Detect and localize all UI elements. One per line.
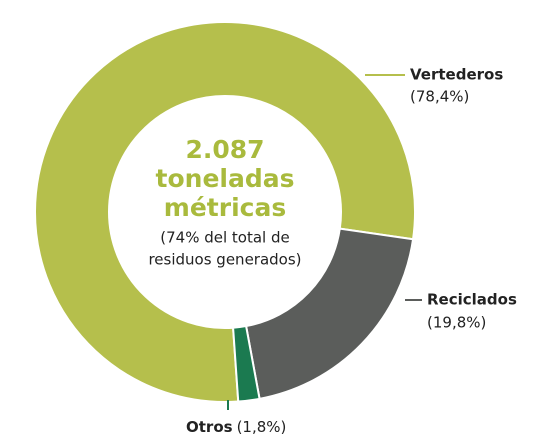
value-label: (19,8%) (427, 314, 486, 332)
category-name: Otros (186, 418, 233, 436)
center-title: 2.087 (185, 135, 264, 164)
donut-segment (232, 324, 261, 403)
center-note: residuos generados) (148, 251, 301, 269)
center-title: métricas (164, 193, 286, 222)
center-note: (74% del total de (160, 229, 289, 247)
category-label: Otros (1,8%) (186, 418, 286, 436)
center-title: toneladas (156, 164, 295, 193)
value-label: (1,8%) (237, 418, 287, 436)
donut-segment (34, 21, 416, 403)
value-label: (78,4%) (410, 88, 469, 106)
category-label: Reciclados (427, 291, 517, 309)
category-label: Vertederos (410, 66, 503, 84)
